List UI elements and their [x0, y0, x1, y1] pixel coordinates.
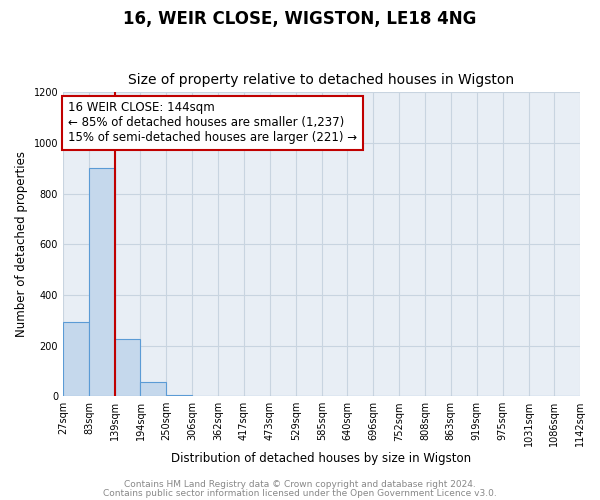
Text: 16, WEIR CLOSE, WIGSTON, LE18 4NG: 16, WEIR CLOSE, WIGSTON, LE18 4NG: [124, 10, 476, 28]
Text: Contains public sector information licensed under the Open Government Licence v3: Contains public sector information licen…: [103, 488, 497, 498]
Text: Contains HM Land Registry data © Crown copyright and database right 2024.: Contains HM Land Registry data © Crown c…: [124, 480, 476, 489]
Bar: [140, 382, 166, 396]
Bar: [63, 322, 89, 396]
X-axis label: Distribution of detached houses by size in Wigston: Distribution of detached houses by size …: [172, 452, 472, 465]
Y-axis label: Number of detached properties: Number of detached properties: [15, 152, 28, 338]
Bar: [89, 168, 115, 396]
Bar: [115, 339, 140, 396]
Title: Size of property relative to detached houses in Wigston: Size of property relative to detached ho…: [128, 73, 515, 87]
Text: 16 WEIR CLOSE: 144sqm
← 85% of detached houses are smaller (1,237)
15% of semi-d: 16 WEIR CLOSE: 144sqm ← 85% of detached …: [68, 102, 358, 144]
Bar: [166, 395, 193, 396]
